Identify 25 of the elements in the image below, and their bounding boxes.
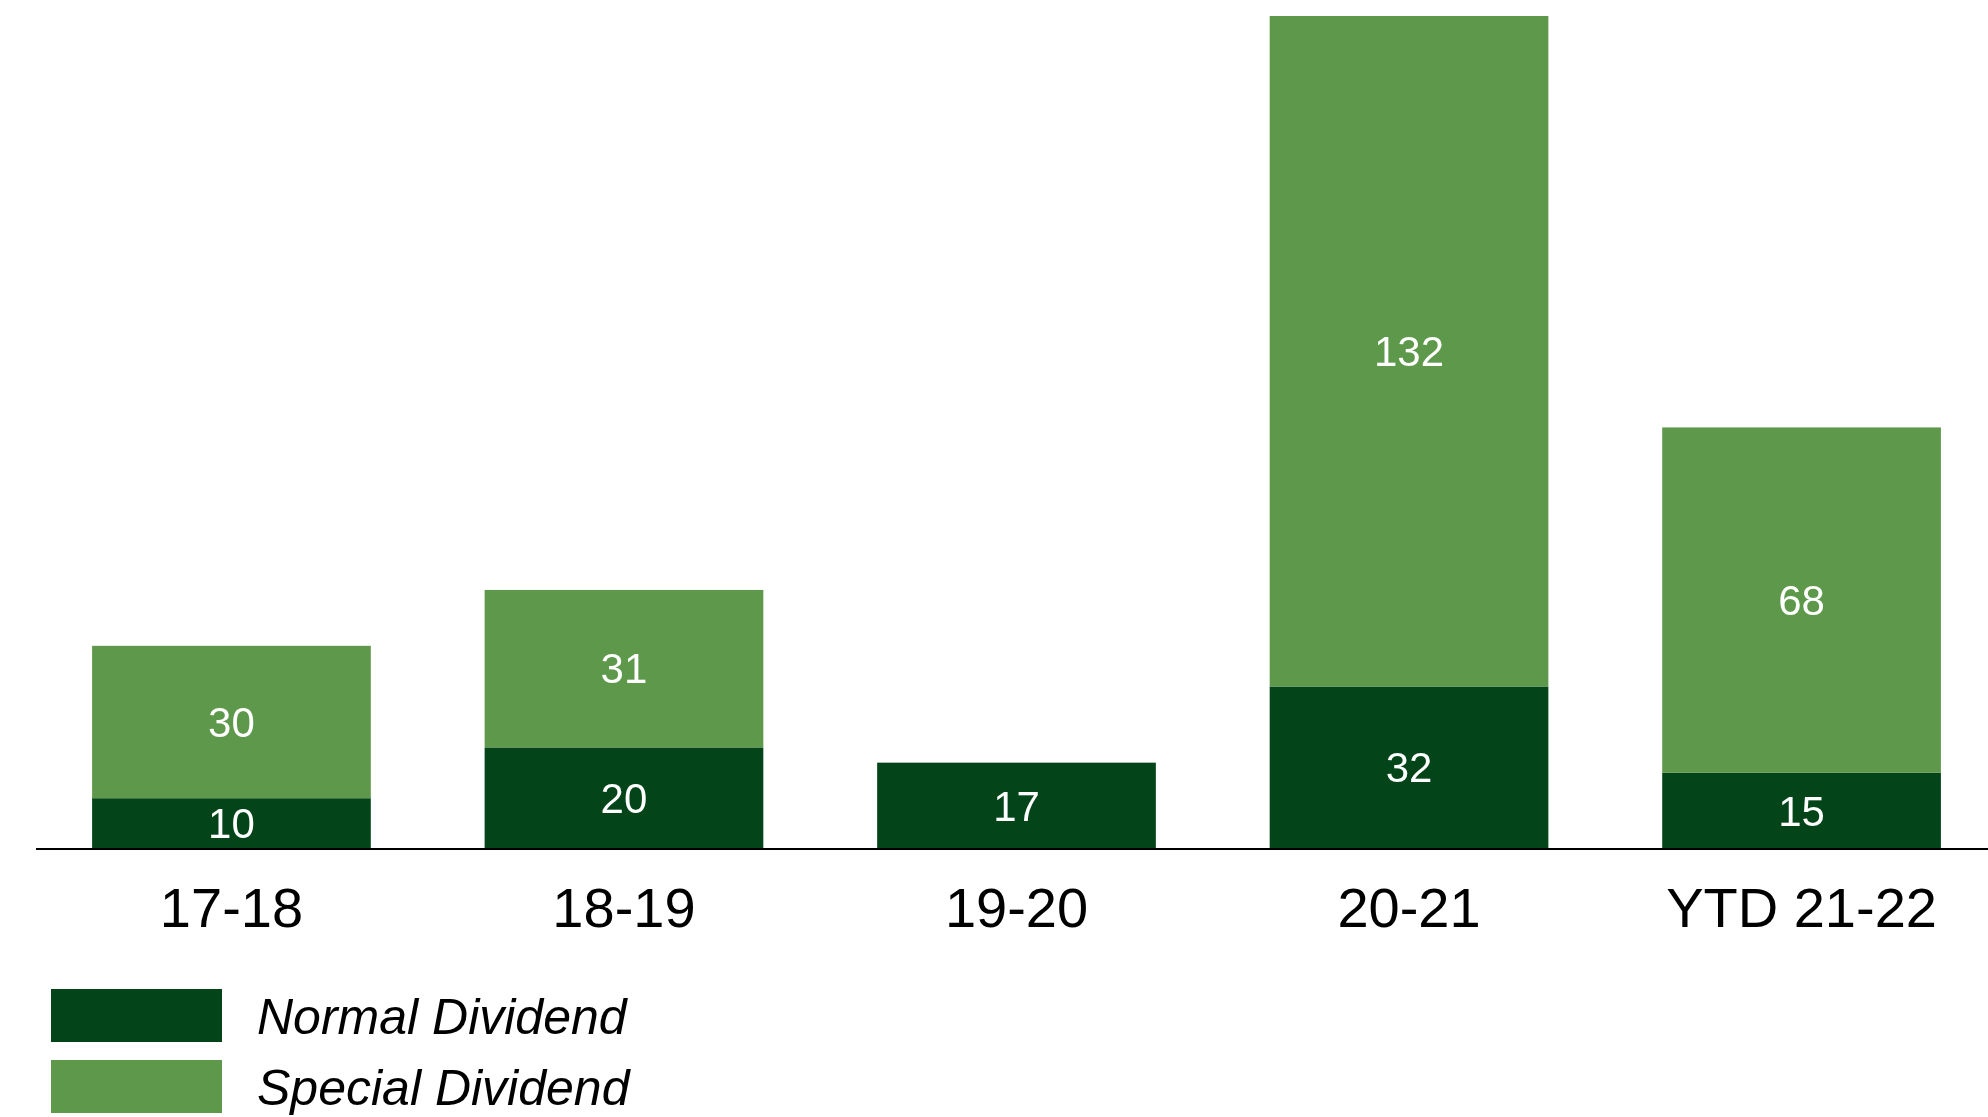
bar	[92, 645, 371, 799]
legend-label: Normal Dividend	[257, 988, 629, 1045]
data-label: 20	[600, 774, 648, 822]
data-label: 30	[208, 698, 255, 746]
x-tick-label: 20-21	[1337, 875, 1481, 939]
bar	[1269, 16, 1549, 687]
bar	[1662, 772, 1941, 849]
bar	[1269, 686, 1549, 849]
data-label: 10	[208, 800, 255, 848]
data-label: 132	[1373, 327, 1445, 375]
bar	[92, 798, 371, 849]
data-label: 17	[993, 782, 1040, 830]
bar	[877, 762, 1156, 849]
bar	[484, 589, 764, 748]
x-tick-label: 19-20	[944, 875, 1089, 939]
bar	[484, 747, 764, 849]
data-label: 15	[1778, 787, 1825, 835]
x-tick-label: 18-19	[552, 875, 696, 939]
x-tick-label: YTD 21-22	[1666, 875, 1937, 939]
bar	[1662, 427, 1941, 773]
legend-label: Special Dividend	[257, 1059, 632, 1116]
data-label: 68	[1778, 576, 1825, 624]
data-label: 32	[1385, 744, 1433, 792]
data-label: 31	[600, 645, 648, 693]
x-tick-label: 17-18	[159, 875, 304, 939]
